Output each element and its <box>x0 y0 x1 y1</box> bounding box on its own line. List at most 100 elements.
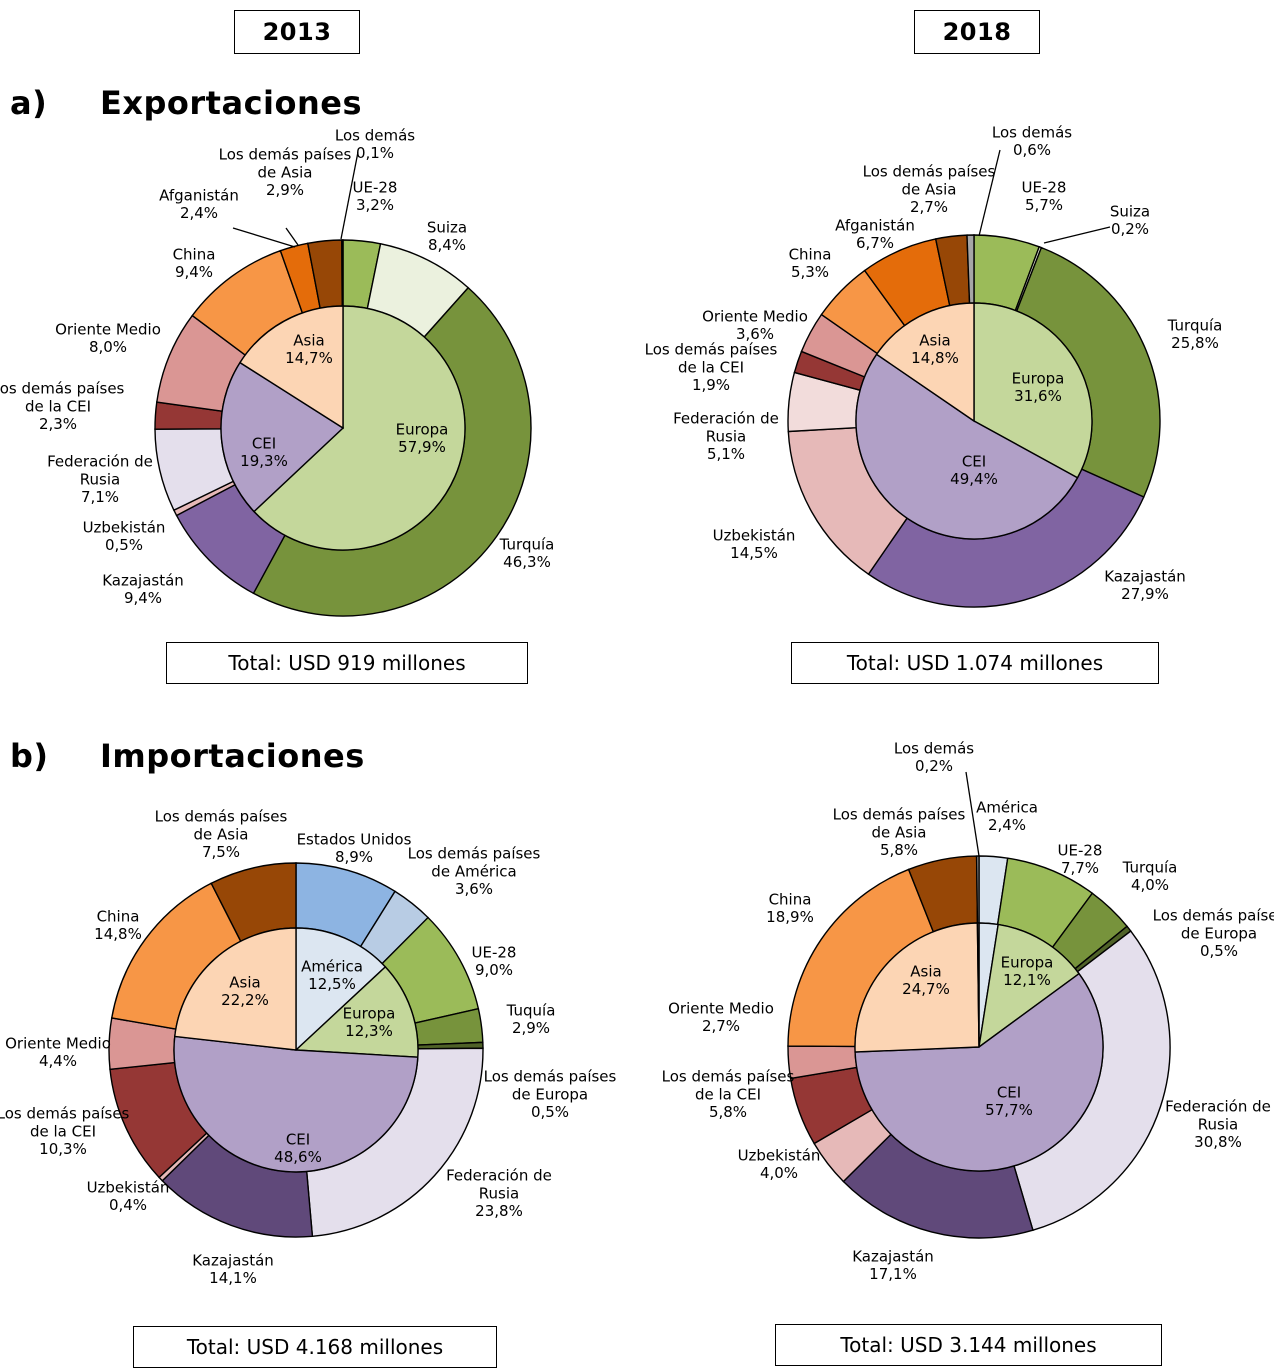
outer-uzbekistan-label-line: Uzbekistán <box>713 526 796 544</box>
outer-kazajastan-label-line: Kazajastán <box>102 571 184 589</box>
outer-afganistan-label-line: Afganistán <box>835 216 915 234</box>
outer-oriente-medio-label-line: 8,0% <box>89 338 127 356</box>
slice-inner-los-demas <box>976 922 980 1048</box>
leader-line-afganistan <box>232 227 296 248</box>
outer-federacion-de-rusia-label-line: Federación de <box>446 1167 552 1185</box>
outer-suiza-label-line: Suiza <box>427 218 467 236</box>
outer-uzbekistan-label-line: Uzbekistán <box>83 518 166 536</box>
leader-line-los-demas <box>978 149 1001 237</box>
outer-federacion-de-rusia-label-line: Federación de <box>47 453 153 471</box>
outer-oriente-medio-label-line: 3,6% <box>736 325 774 343</box>
outer-los-demas-label-line: 0,2% <box>915 757 953 775</box>
inner-cei-label-line: CEI <box>252 434 276 452</box>
leader-line-los-demas <box>340 151 359 240</box>
year-label-2018: 2018 <box>914 10 1040 54</box>
outer-los-demas-paises-de-la-cei-label-line: Los demás países <box>662 1068 795 1086</box>
outer-suiza-label-line: 8,4% <box>428 236 466 254</box>
inner-asia-label-line: 14,7% <box>285 349 333 367</box>
inner-europa-label-line: Europa <box>1012 369 1065 387</box>
inner-europa-label-line: Europa <box>396 420 449 438</box>
outer-los-demas-paises-de-europa-label-line: de Europa <box>1181 924 1257 942</box>
inner-asia-label-line: Asia <box>229 973 260 991</box>
inner-cei-label-line: 48,6% <box>274 1148 322 1166</box>
outer-kazajastan-label-line: Kazajastán <box>852 1247 934 1265</box>
outer-kazajastan-label-line: Kazajastán <box>1104 567 1186 585</box>
inner-europa-label-line: Europa <box>1001 953 1054 971</box>
outer-los-demas-paises-de-america-label-line: Los demás países <box>408 845 541 863</box>
outer-los-demas-paises-de-la-cei-label-line: de la CEI <box>25 397 91 415</box>
outer-los-demas-label-line: Los demás <box>335 126 415 144</box>
outer-los-demas-paises-de-asia-label-line: 2,7% <box>910 198 948 216</box>
slice-inner-asia <box>239 305 344 430</box>
slice-inner-america <box>295 927 387 1052</box>
year-label-2013: 2013 <box>234 10 360 54</box>
section-exports-name: Exportaciones <box>100 84 363 122</box>
outer-los-demas-paises-de-la-cei-label-line: Los demás países <box>0 1105 130 1123</box>
outer-estados-unidos-label-line: 8,9% <box>335 848 373 866</box>
outer-afganistan-label-line: Afganistán <box>159 186 239 204</box>
inner-asia-label-line: Asia <box>293 331 324 349</box>
slice-inner-europa <box>973 302 1093 479</box>
outer-los-demas-paises-de-la-cei-label-line: 1,9% <box>692 376 730 394</box>
outer-los-demas-paises-de-europa-label-line: Los demás países <box>484 1068 617 1086</box>
outer-oriente-medio-label-line: 2,7% <box>702 1017 740 1035</box>
outer-los-demas-paises-de-asia-label-line: Los demás países <box>219 146 352 164</box>
outer-federacion-de-rusia-label-line: 7,1% <box>81 488 119 506</box>
outer-turquia-label-line: 25,8% <box>1171 334 1219 352</box>
slice-outer-los-demas <box>341 239 344 307</box>
outer-suiza-label-line: Suiza <box>1110 202 1150 220</box>
outer-oriente-medio-label-line: Oriente Medio <box>5 1034 111 1052</box>
slice-inner-cei <box>173 1035 419 1173</box>
slice-inner-asia <box>854 922 980 1053</box>
inner-cei-label-line: CEI <box>962 452 986 470</box>
outer-turquia-label-line: Turquía <box>1167 316 1223 334</box>
outer-ue-28-label-line: 3,2% <box>356 196 394 214</box>
outer-los-demas-paises-de-asia-label-line: Los demás países <box>863 163 996 181</box>
outer-oriente-medio-label-line: 4,4% <box>39 1052 77 1070</box>
outer-los-demas-paises-de-europa-label-line: Los demás países <box>1153 907 1274 925</box>
outer-federacion-de-rusia-label-line: 30,8% <box>1194 1133 1242 1151</box>
inner-europa-label-line: 57,9% <box>398 438 446 456</box>
outer-kazajastan-label-line: 27,9% <box>1121 585 1169 603</box>
outer-los-demas-paises-de-asia-label-line: de Asia <box>258 163 313 181</box>
outer-uzbekistan-label-line: 0,5% <box>105 536 143 554</box>
inner-cei-label-line: 19,3% <box>240 452 288 470</box>
outer-los-demas-paises-de-asia-label-line: de Asia <box>194 825 249 843</box>
slice-inner-asia <box>875 302 975 423</box>
inner-cei-label-line: CEI <box>286 1130 310 1148</box>
outer-los-demas-paises-de-europa-label-line: de Europa <box>512 1085 588 1103</box>
inner-cei-label-line: 49,4% <box>950 470 998 488</box>
inner-asia-label-line: 14,8% <box>911 349 959 367</box>
outer-turquia-label-line: 46,3% <box>503 553 551 571</box>
section-imports-name: Importaciones <box>100 737 365 775</box>
outer-china-label-line: 9,4% <box>175 263 213 281</box>
slice-outer-los-demas <box>975 855 980 924</box>
inner-cei-label-line: 57,7% <box>985 1101 1033 1119</box>
outer-los-demas-label-line: Los demás <box>894 739 974 757</box>
outer-uzbekistan-label-line: 14,5% <box>730 544 778 562</box>
outer-uzbekistan-label-line: Uzbekistán <box>87 1178 170 1196</box>
outer-los-demas-paises-de-asia-label-line: 5,8% <box>880 841 918 859</box>
outer-america-label-line: 2,4% <box>988 816 1026 834</box>
slice-inner-cei <box>855 353 1079 540</box>
outer-china-label-line: China <box>173 245 216 263</box>
inner-cei-label-line: CEI <box>997 1083 1021 1101</box>
outer-los-demas-paises-de-asia-label-line: Los demás países <box>155 808 288 826</box>
leader-line-los-demas-paises-de-asia <box>285 227 299 246</box>
section-imports-title: b) Importaciones <box>10 737 365 775</box>
outer-suiza-label-line: 0,2% <box>1111 220 1149 238</box>
inner-asia-label-line: 24,7% <box>902 980 950 998</box>
slice-inner-europa <box>253 305 466 551</box>
outer-china-label-line: 5,3% <box>791 263 829 281</box>
outer-los-demas-paises-de-la-cei-label-line: Los demás países <box>645 341 778 359</box>
outer-china-label-line: China <box>769 890 812 908</box>
outer-ue-28-label-line: UE-28 <box>472 943 517 961</box>
outer-los-demas-paises-de-asia-label-line: de Asia <box>902 180 957 198</box>
outer-tuquia-label-line: Tuquía <box>506 1001 556 1019</box>
outer-los-demas-label-line: Los demás <box>992 123 1072 141</box>
outer-los-demas-paises-de-america-label-line: de América <box>431 862 516 880</box>
